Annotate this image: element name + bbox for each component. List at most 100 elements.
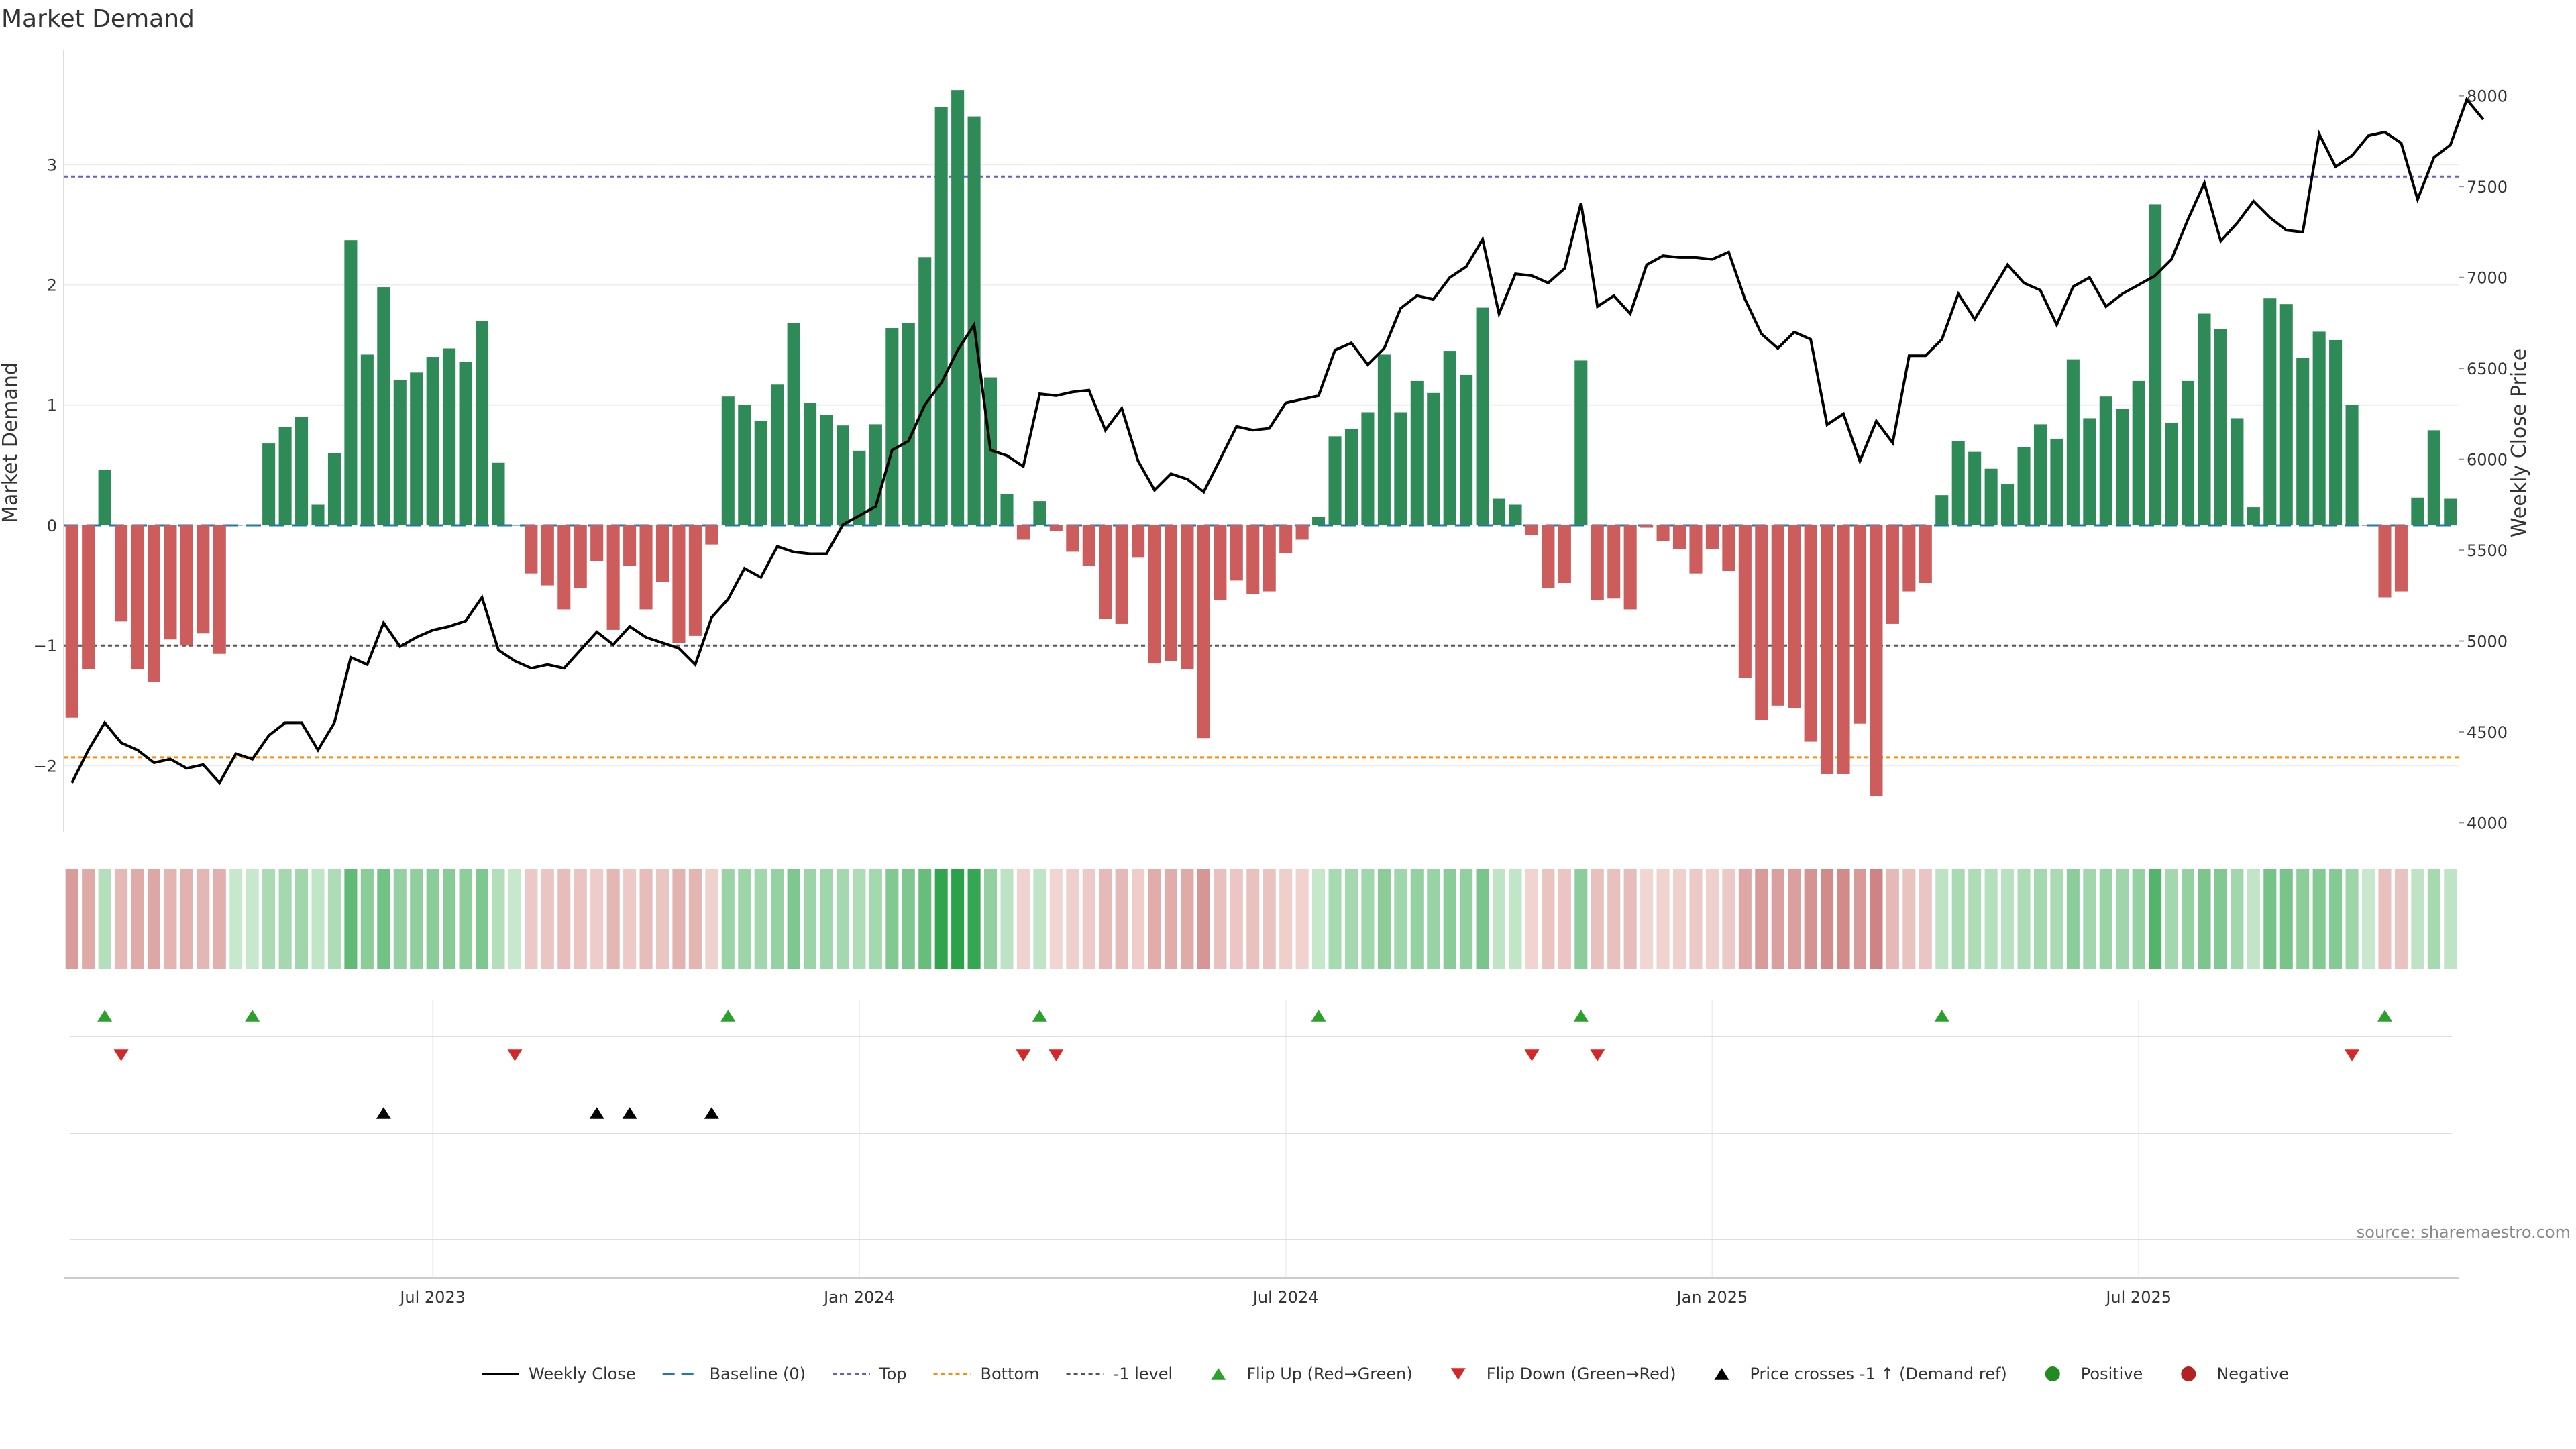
heat-cell <box>311 869 325 969</box>
demand-bar <box>278 426 292 525</box>
heat-cell <box>902 869 915 969</box>
demand-bar <box>164 525 177 640</box>
heat-cell <box>738 869 751 969</box>
demand-bar <box>705 525 718 545</box>
demand-bar <box>2247 507 2260 525</box>
demand-bar <box>1082 525 1095 566</box>
heat-cell <box>2411 869 2424 969</box>
demand-bar <box>1837 525 1850 774</box>
legend-swatch <box>2045 1366 2060 1381</box>
demand-bar <box>2345 405 2359 525</box>
heat-cell <box>1935 869 1949 969</box>
demand-bar <box>1460 374 1473 525</box>
heat-cell <box>393 869 407 969</box>
x-tick-label: Jan 2024 <box>822 1288 895 1307</box>
heat-cell <box>1870 869 1883 969</box>
heat-cell <box>1902 869 1916 969</box>
heat-cell <box>115 869 128 969</box>
flip-up-marker <box>1573 1010 1589 1022</box>
heat-cell <box>804 869 817 969</box>
flip-down-marker <box>1590 1049 1605 1061</box>
demand-bar <box>1919 525 1932 583</box>
demand-bar <box>2099 396 2112 525</box>
demand-bar <box>1295 525 1309 540</box>
demand-bar <box>443 348 456 525</box>
demand-bar <box>1821 525 1834 774</box>
demand-bar <box>721 396 735 525</box>
legend-label: -1 level <box>1114 1364 1173 1383</box>
demand-bar <box>771 384 784 525</box>
heat-cell <box>1542 869 1555 969</box>
heat-cell <box>1722 869 1735 969</box>
y-axis-right: 8000 7500 7000 6500 6000 5500 5000 4500 4000 <box>2459 87 2508 833</box>
heat-cell <box>820 869 833 969</box>
heat-cell <box>606 869 620 969</box>
demand-bar <box>65 525 78 718</box>
heat-cell <box>426 869 439 969</box>
heat-cell <box>1672 869 1686 969</box>
heat-cell <box>918 869 932 969</box>
heat-cell <box>246 869 259 969</box>
demand-bar <box>1099 525 1112 619</box>
event-marker-panel <box>64 1000 2459 1279</box>
legend-label: Negative <box>2216 1364 2289 1383</box>
demand-bar <box>672 525 686 643</box>
heat-cell <box>853 869 866 969</box>
flip-up-marker <box>97 1010 113 1022</box>
demand-bar <box>98 470 111 525</box>
demand-bar <box>1755 525 1768 720</box>
heat-cell <box>2017 869 2031 969</box>
heat-cell <box>65 869 78 969</box>
demand-bar <box>1574 360 1588 525</box>
y-tick-label: 3 <box>47 156 57 174</box>
demand-bar <box>541 525 554 586</box>
demand-bar <box>525 525 538 574</box>
legend: Weekly Close Baseline (0) Top Bottom -1 leve… <box>482 1364 2289 1383</box>
heat-cell <box>180 869 193 969</box>
demand-bar <box>1968 451 1982 525</box>
flip-down-marker <box>1016 1049 1031 1061</box>
heat-cell <box>787 869 800 969</box>
heat-cell <box>1951 869 1965 969</box>
flip-up-marker <box>720 1010 736 1022</box>
heat-cell <box>1886 869 1899 969</box>
legend-label: Positive <box>2081 1364 2143 1383</box>
demand-bar <box>2411 497 2424 525</box>
demand-bars <box>65 90 2457 796</box>
heat-cell <box>2182 869 2195 969</box>
y-axis-left: 3 2 1 0 −1 −2 <box>34 50 64 832</box>
demand-bar <box>2263 298 2277 525</box>
demand-bar <box>1148 525 1161 664</box>
heat-cell <box>197 869 210 969</box>
demand-bar <box>1771 525 1784 706</box>
heat-cell <box>2312 869 2326 969</box>
heat-cell <box>2279 869 2293 969</box>
flip-up-marker <box>1311 1010 1326 1022</box>
demand-bar <box>820 415 833 525</box>
y2-tick-label: 4000 <box>2467 814 2508 833</box>
heat-cell <box>1394 869 1407 969</box>
x-tick-label: Jul 2023 <box>398 1288 466 1307</box>
heat-cell <box>2165 869 2178 969</box>
demand-bar <box>1542 525 1555 588</box>
heat-cell <box>1132 869 1145 969</box>
demand-bar <box>934 107 948 525</box>
demand-bar <box>2279 304 2293 525</box>
y2-tick-label: 7000 <box>2467 269 2508 288</box>
heat-cell <box>1689 869 1703 969</box>
demand-bar <box>1640 525 1654 528</box>
demand-bar <box>1115 525 1128 624</box>
y-tick-label: 2 <box>47 276 57 295</box>
heat-cell <box>1574 869 1588 969</box>
demand-bar <box>1672 525 1686 549</box>
flip-down-marker <box>1049 1049 1064 1061</box>
heat-cell <box>1607 869 1621 969</box>
heat-cell <box>2427 869 2440 969</box>
flip-up-marker <box>1032 1010 1047 1022</box>
heat-cell <box>2296 869 2310 969</box>
demand-bar <box>967 116 981 525</box>
demand-bar <box>885 328 899 525</box>
demand-bar <box>377 287 390 525</box>
heat-cell <box>2198 869 2211 969</box>
heat-cell <box>1099 869 1112 969</box>
